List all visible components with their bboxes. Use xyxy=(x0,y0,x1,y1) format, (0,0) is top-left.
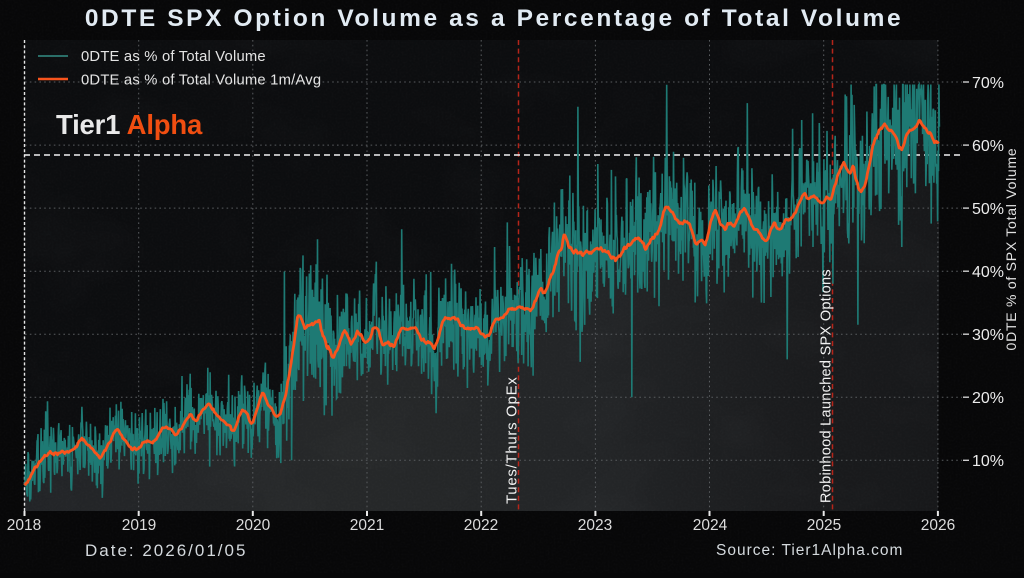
svg-text:60%: 60% xyxy=(972,138,1004,155)
svg-text:10%: 10% xyxy=(972,453,1004,470)
svg-text:Tier1 Alpha: Tier1 Alpha xyxy=(56,109,203,140)
svg-text:0DTE SPX Option Volume as a Pe: 0DTE SPX Option Volume as a Percentage o… xyxy=(85,5,903,32)
svg-text:50%: 50% xyxy=(972,201,1004,218)
svg-text:Source: Tier1Alpha.com: Source: Tier1Alpha.com xyxy=(716,542,903,559)
svg-text:2020: 2020 xyxy=(236,517,271,534)
svg-text:2026: 2026 xyxy=(921,517,955,534)
svg-text:2025: 2025 xyxy=(807,517,841,534)
svg-text:2022: 2022 xyxy=(464,517,498,534)
svg-text:2018: 2018 xyxy=(7,517,41,534)
svg-text:30%: 30% xyxy=(972,327,1004,344)
svg-text:40%: 40% xyxy=(972,264,1004,281)
svg-text:2019: 2019 xyxy=(122,517,156,534)
svg-text:0DTE as % of Total Volume 1m/A: 0DTE as % of Total Volume 1m/Avg xyxy=(81,73,321,89)
svg-text:Date: 2026/01/05: Date: 2026/01/05 xyxy=(85,541,247,560)
svg-text:20%: 20% xyxy=(972,390,1004,407)
svg-text:70%: 70% xyxy=(972,75,1004,92)
svg-text:0DTE % of SPX Total Volume: 0DTE % of SPX Total Volume xyxy=(1003,148,1019,351)
svg-text:0DTE as % of Total Volume: 0DTE as % of Total Volume xyxy=(81,49,266,65)
svg-text:Tues/Thurs OpEx: Tues/Thurs OpEx xyxy=(504,377,521,504)
svg-text:Robinhood Launched SPX Options: Robinhood Launched SPX Options xyxy=(819,269,835,503)
svg-text:2023: 2023 xyxy=(578,517,612,534)
svg-text:2024: 2024 xyxy=(693,517,728,534)
svg-text:2021: 2021 xyxy=(350,517,384,534)
